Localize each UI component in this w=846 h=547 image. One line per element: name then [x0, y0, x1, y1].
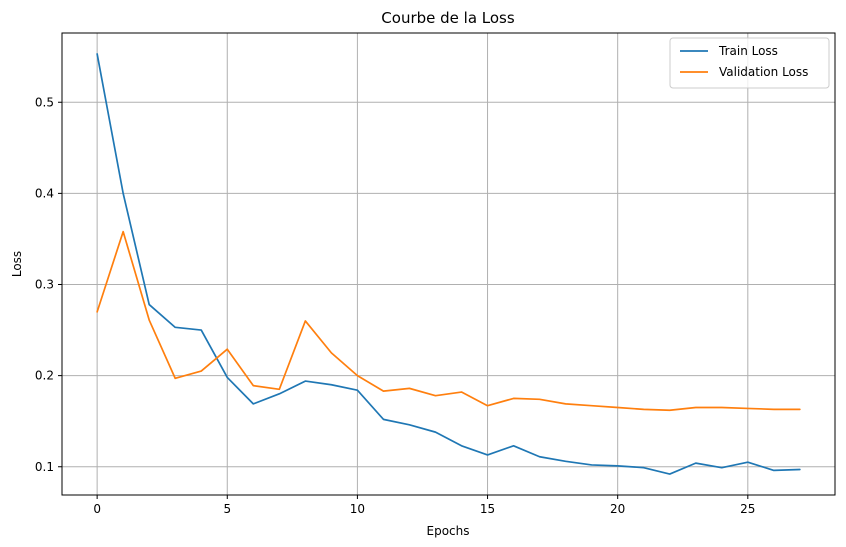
- x-tick-label: 25: [740, 502, 755, 516]
- y-tick-label: 0.5: [35, 95, 54, 109]
- series-layer: [96, 53, 801, 475]
- train-loss-line: [96, 53, 801, 475]
- y-axis-label: Loss: [10, 251, 24, 277]
- x-tick-label: 5: [223, 502, 231, 516]
- validation-loss-line: [96, 230, 801, 412]
- chart-title: Courbe de la Loss: [381, 9, 515, 27]
- x-tick-label: 15: [480, 502, 495, 516]
- x-axis-label: Epochs: [427, 524, 470, 538]
- x-tick-label: 0: [93, 502, 101, 516]
- tick-layer: 0 5 10 15 20 25 0.1 0.2 0.3 0.4 0.5: [35, 95, 756, 516]
- x-tick-label: 20: [610, 502, 625, 516]
- y-tick-label: 0.2: [35, 369, 54, 383]
- y-tick-label: 0.4: [35, 186, 54, 200]
- legend: Train Loss Validation Loss: [669, 37, 830, 89]
- legend-label-validation: Validation Loss: [719, 65, 808, 79]
- legend-label-train: Train Loss: [718, 44, 778, 58]
- plot-frame: [61, 32, 836, 496]
- x-tick-label: 10: [350, 502, 365, 516]
- y-tick-label: 0.3: [35, 278, 54, 292]
- grid-layer: [62, 33, 835, 495]
- legend-box: [669, 37, 830, 89]
- y-tick-label: 0.1: [35, 460, 54, 474]
